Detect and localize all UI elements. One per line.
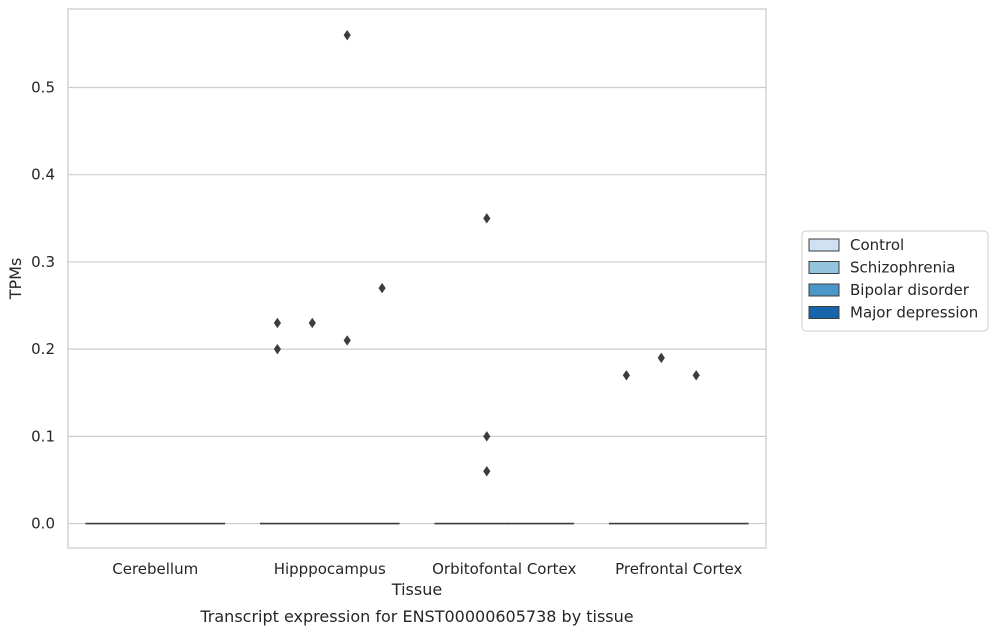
outlier-point <box>378 282 386 294</box>
y-tick-label: 0.2 <box>31 340 55 358</box>
legend-swatch <box>808 261 840 274</box>
outlier-points <box>273 29 700 477</box>
outlier-point <box>483 466 491 477</box>
legend-label: Major depression <box>850 304 978 322</box>
y-tick-labels: 0.0 0.1 0.2 0.3 0.4 0.5 <box>31 78 55 532</box>
legend-label: Control <box>850 236 904 254</box>
outlier-point <box>483 213 491 224</box>
x-axis-label: Tissue <box>391 580 442 599</box>
y-tick-label: 0.3 <box>31 253 55 271</box>
legend-label: Bipolar disorder <box>850 281 970 299</box>
outlier-point <box>343 335 351 346</box>
x-tick-label: Hipppocampus <box>274 560 386 578</box>
legend-swatch <box>808 283 840 297</box>
outlier-point <box>692 370 700 381</box>
outlier-point <box>657 352 665 364</box>
legend: Control Schizophrenia Bipolar disorder Majo… <box>801 230 989 332</box>
legend-swatch <box>808 238 840 252</box>
outlier-point <box>308 317 316 329</box>
y-tick-label: 0.1 <box>31 427 55 445</box>
outlier-point <box>273 317 281 329</box>
chart-caption: Transcript expression for ENST0000060573… <box>199 607 633 626</box>
plot-frame <box>67 8 767 549</box>
legend-frame <box>801 230 989 332</box>
outlier-point <box>273 343 281 355</box>
outlier-point <box>343 29 351 41</box>
y-axis-label: TPMs <box>6 258 25 301</box>
x-tick-label: Prefrontal Cortex <box>615 560 742 578</box>
y-tick-label: 0.0 <box>31 515 55 533</box>
outlier-point <box>483 431 491 442</box>
x-tick-label: Cerebellum <box>112 560 198 578</box>
outlier-point <box>622 370 630 381</box>
legend-label: Schizophrenia <box>850 259 955 277</box>
x-tick-label: Orbitofontal Cortex <box>432 560 576 578</box>
legend-swatch <box>808 306 840 319</box>
grid-lines <box>68 86 766 525</box>
y-tick-label: 0.5 <box>31 78 55 96</box>
y-tick-label: 0.4 <box>31 166 55 184</box>
x-tick-labels: Cerebellum Hipppocampus Orbitofontal Corte… <box>112 560 742 578</box>
